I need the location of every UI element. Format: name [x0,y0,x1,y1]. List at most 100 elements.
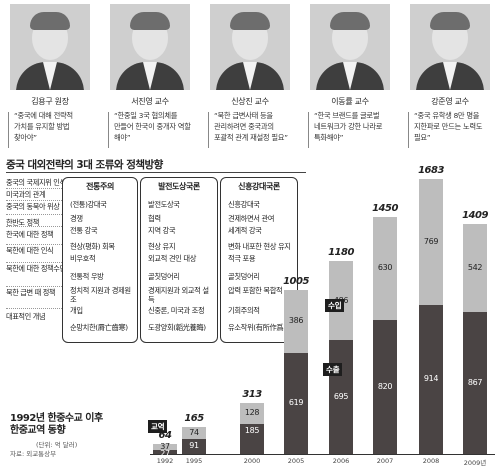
import-bar [419,178,443,305]
row-label: 중국의 동북아 위상 [6,202,60,211]
strategy-cell: 정치적 지원과 경제원조 [70,286,131,304]
photo-hair [230,12,270,30]
legend-export-tag: 수출 [323,363,343,376]
total-value: 1450 [372,202,398,214]
person-card: 신상진 교수 “북한 급변사태 등을 관리하려면 중국과의 포괄적 관계 재설정 … [200,0,300,160]
import-value: 386 [288,316,304,326]
strategy-cell: 전통 강국 [70,226,98,235]
total-value: 1683 [418,164,444,176]
row-divider [6,244,64,245]
strategy-cell: 유소작위(有所作爲) [228,323,286,332]
total-value: 1005 [283,275,309,287]
row-label: 한반도 정책 [6,218,39,227]
strategy-cell: (전통)강대국 [70,200,107,209]
year-label: 2005 [287,457,305,465]
total-value: 1409 [462,209,488,221]
strategy-cell: 경제지원과 외교적 설득 [148,286,209,304]
import-bar [373,216,397,320]
strategy-cell: 압력 포함한 복합적 [228,286,283,295]
column-header: 신흥강대국론 [238,182,280,191]
column-header: 전통주의 [86,182,114,191]
person-name: 강준영 교수 [431,97,469,106]
strategy-cell: 전통적 우방 [70,272,104,281]
row-label: 한국에 대한 정책 [6,230,54,239]
row-label: 북한에 대한 정책수단 [6,264,66,273]
person-name: 김용구 원장 [31,97,69,106]
strategy-cell: 기회주의적 [228,306,260,315]
person-quote: “북한 급변사태 등을 관리하려면 중국과의 포괄적 관계 재설정 필요” [214,111,288,142]
strategy-cell: 골칫덩어리 [228,272,260,281]
row-divider [6,214,64,215]
export-bar [284,352,308,454]
strategy-cell: 현상 유지 [148,242,176,251]
photo-hair [30,12,70,30]
person-photo [110,4,190,90]
person-card: 서진영 교수 “한중일 3국 협의체를 만들어 한국이 중개자 역할 해야” [100,0,200,160]
export-bar [153,449,177,454]
export-bar [373,319,397,454]
row-label: 중국의 국제지위 인식 [6,178,66,187]
strategy-cell: 협력 [148,214,161,223]
trade-title-line1: 1992년 한중수교 이후 [10,413,103,424]
photo-hair [330,12,370,30]
row-divider [6,200,64,201]
year-label: 2008 [422,457,440,465]
legend-total-tag: 교역 [148,420,168,433]
row-label: 미국과의 관계 [6,190,46,199]
person-quote: “중국에 대해 전략적 가치를 유지할 방법 찾아야” [14,111,73,142]
total-value: 1180 [328,246,354,258]
strategy-cell: 개입 [70,306,83,315]
person-photo [310,4,390,90]
strategy-column: 전통주의 [62,177,138,343]
strategy-cell: 변화 내포한 현상 유지 [228,242,291,251]
person-card: 강준영 교수 “중국 유학생 8만 명을 지한파로 만드는 노력도 필요” [400,0,500,160]
legend-import-tag: 수입 [325,299,345,312]
export-value: 695 [333,392,349,402]
strategy-cell: 발전도상국 [148,200,180,209]
import-bar [284,289,308,353]
strategy-cell: 세계적 강국 [228,226,262,235]
export-value: 619 [288,398,304,408]
strategy-cell: 도광양회(韜光養晦) [148,323,206,332]
row-divider [6,226,64,227]
year-label: 1992 [156,457,174,465]
person-card: 김용구 원장 “중국에 대해 전략적 가치를 유지할 방법 찾아야” [0,0,100,160]
export-value: 867 [467,378,483,388]
row-label: 북한 급변 때 정책 [6,288,56,297]
export-value: 914 [423,374,439,384]
quote-rule [208,112,209,148]
export-value: 185 [244,425,260,435]
export-bar [463,312,487,454]
trade-source: 자료: 외교통상부 [10,450,57,458]
row-label: 북한에 대한 인식 [6,246,54,255]
strategy-cell: 적극 포용 [228,254,256,263]
strategy-cell: 순망치한(脣亡齒寒) [70,323,128,332]
import-bar [463,223,487,313]
export-value: 820 [377,381,393,391]
quote-rule [408,112,409,148]
export-bar [182,439,206,454]
year-label: 2007 [376,457,394,465]
person-name: 이동률 교수 [331,97,369,106]
strategy-cell: 견제하면서 관여 [228,214,275,223]
total-value: 313 [242,388,262,400]
person-quote: “한중일 3국 협의체를 만들어 한국이 중개자 역할 해야” [114,111,191,142]
import-value: 128 [244,408,260,418]
person-card: 이동률 교수 “한국 브랜드를 글로벌 네트워크가 강한 나라로 특화해야” [300,0,400,160]
export-bar [329,340,353,454]
trade-title-line2: 한중교역 동향 [10,425,66,436]
person-photo [410,4,490,90]
strategy-cell: 경쟁 [70,214,83,223]
photo-hair [130,12,170,30]
import-value: 37 [160,441,170,451]
strategy-cell: 신중론, 미국과 조정 [148,306,205,315]
strategy-cell: 비우호적 [70,254,96,263]
strategy-cell: 현상(평화) 회복 [70,242,115,251]
total-value: 165 [184,413,204,425]
import-bar [240,402,264,424]
strategy-cell: 지역 강국 [148,226,176,235]
row-divider [6,308,64,309]
total-value: 64 [158,429,172,441]
strategy-title: 중국 대외전략의 3대 조류와 정책방향 [6,159,163,171]
row-divider [6,262,64,263]
